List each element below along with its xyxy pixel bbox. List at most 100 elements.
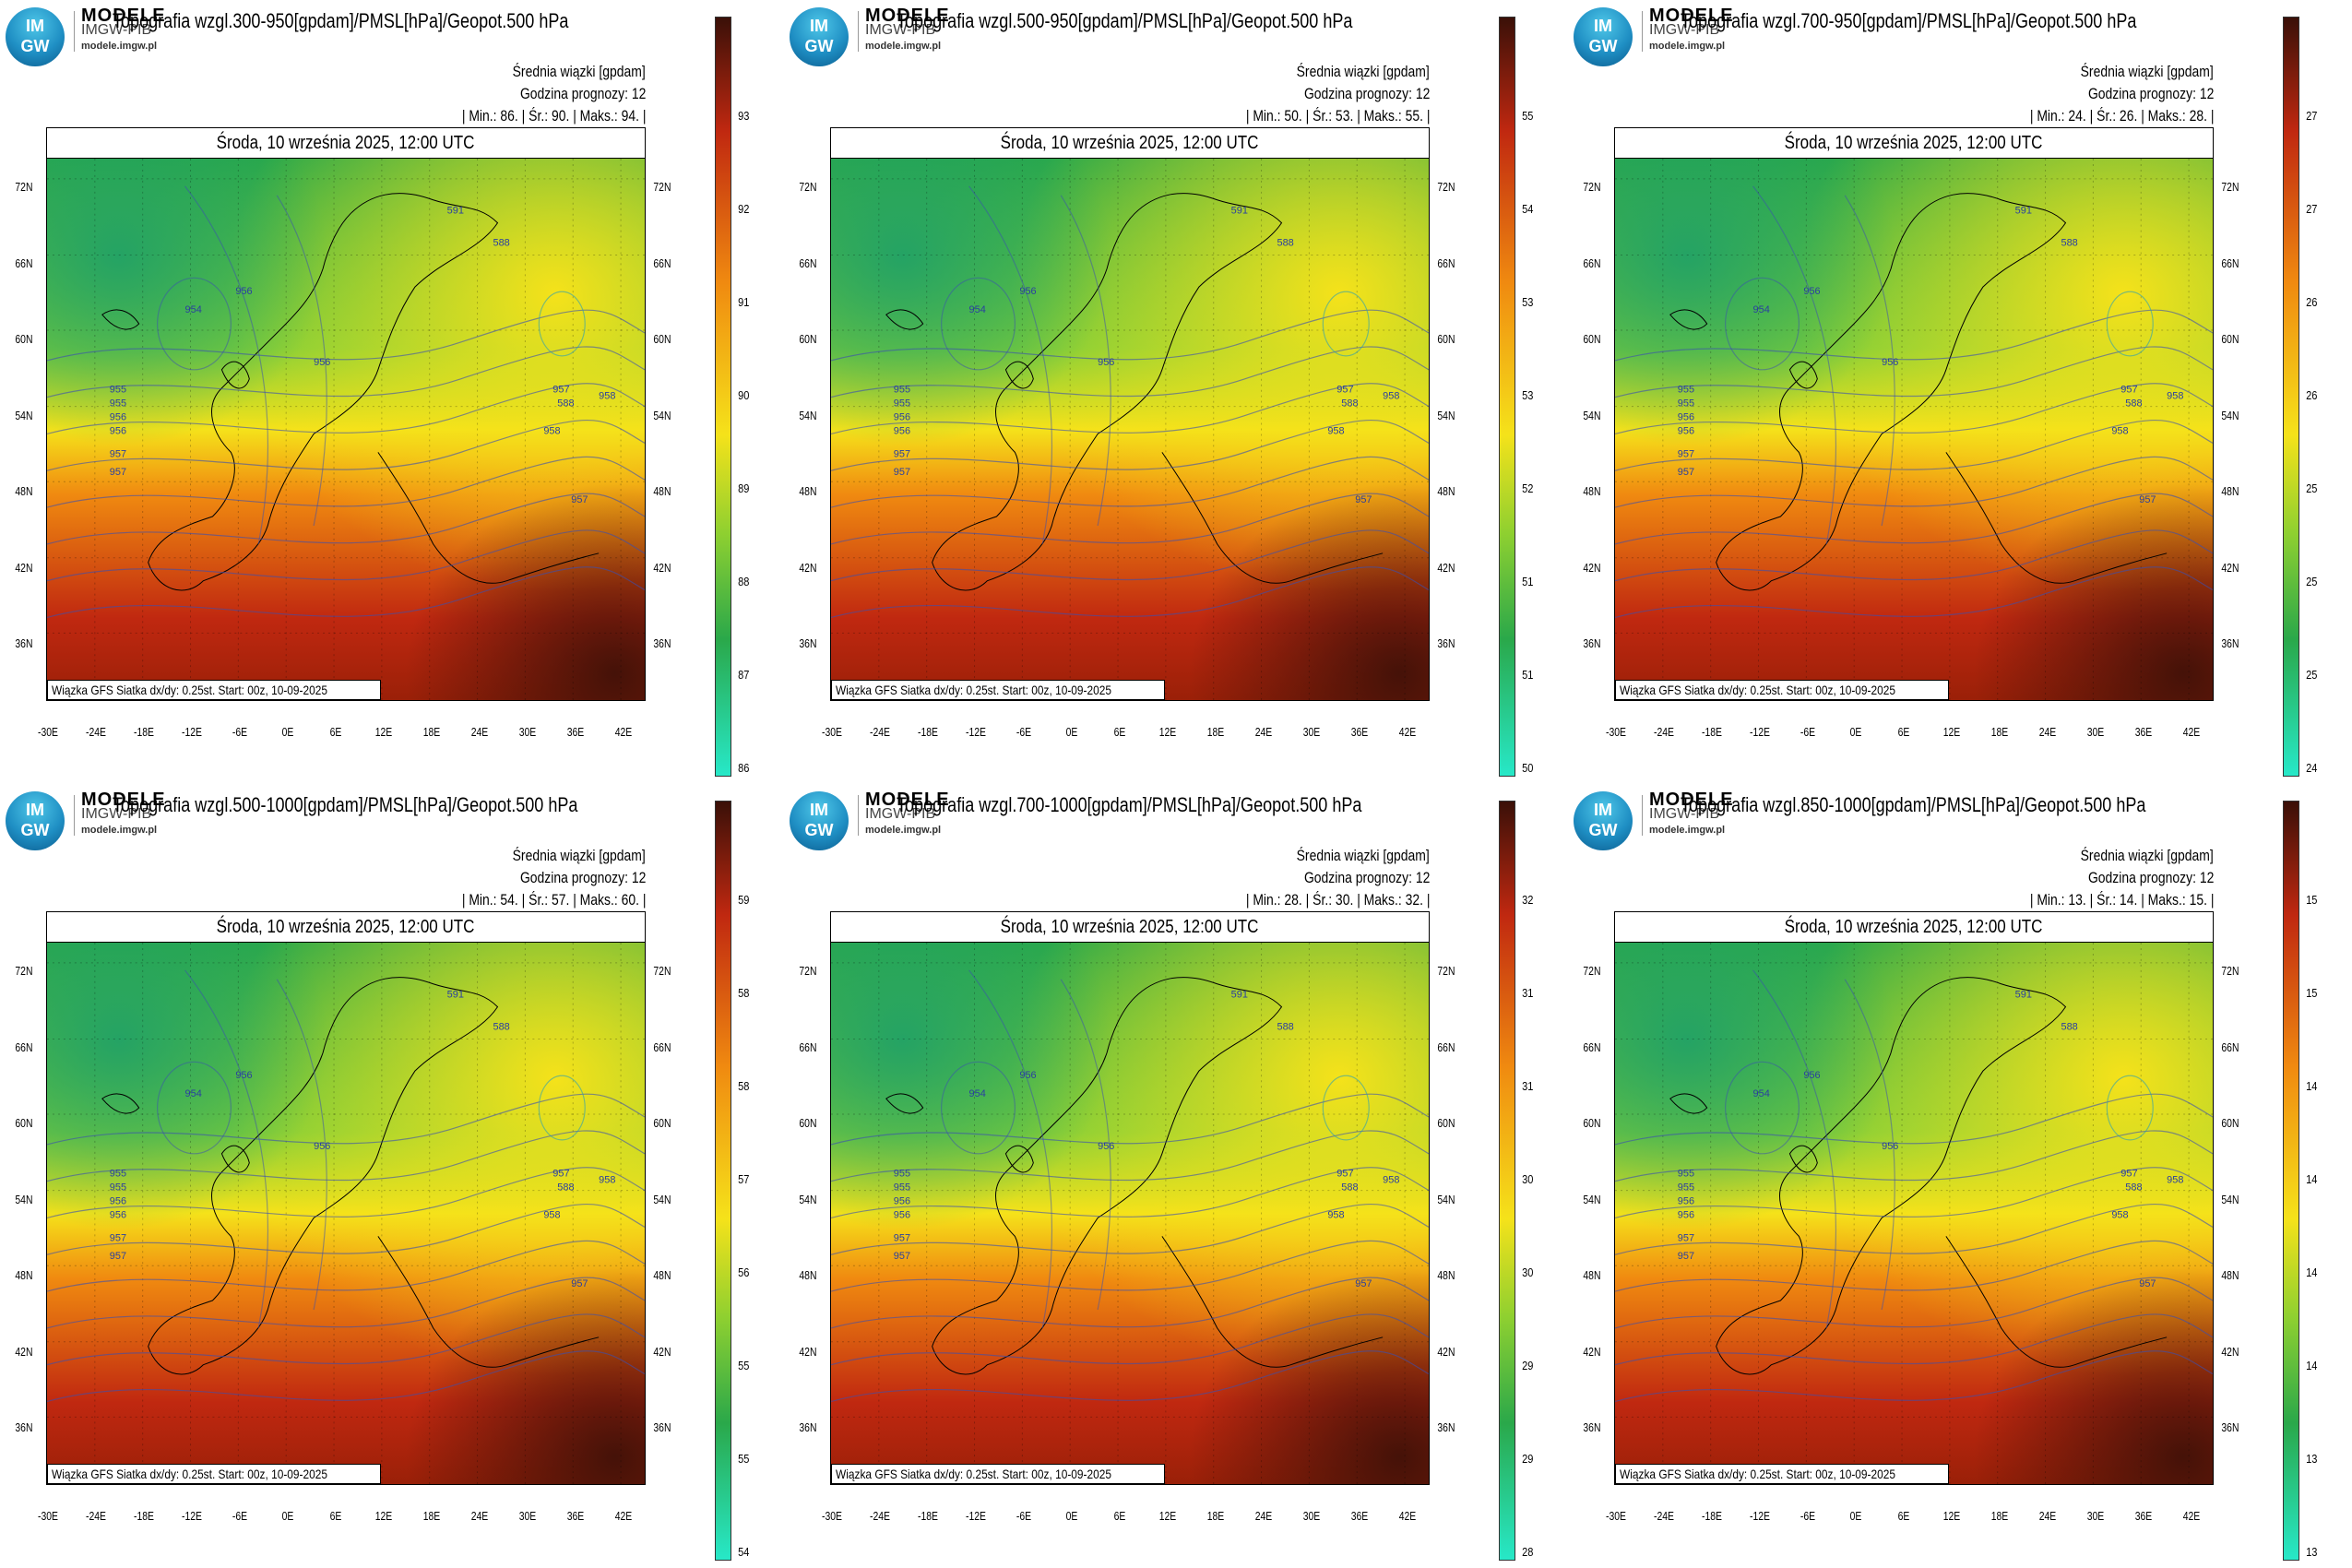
lon-label: 12E [1158,1509,1177,1523]
lon-label: -12E [182,1509,202,1523]
lon-label: 36E [566,1509,585,1523]
contour-label: 957 [110,1251,126,1262]
lat-label-left: 36N [799,1420,817,1434]
lat-label-left: 48N [799,1268,817,1282]
footer-text: Wiązka GFS Siatka dx/dy: 0.25st. Start: … [836,1467,1111,1481]
lon-label: 30E [518,1509,537,1523]
contour-label: 955 [1678,398,1694,410]
contour-label: 955 [894,398,910,410]
colorbar-tick: 13 [2306,1545,2318,1559]
colorbar-tick: 32 [1522,893,1534,907]
brand-url[interactable]: modele.imgw.pl [865,825,942,836]
colorbar-tick: 88 [738,575,750,588]
contour-label: 956 [110,1209,126,1220]
date-line: Środa, 10 września 2025, 12:00 UTC [217,917,475,937]
contour-label: 588 [493,238,510,249]
lat-label-right: 72N [653,180,671,194]
lon-label: 6E [329,725,342,739]
lat-label-right: 60N [2221,332,2239,346]
brand-url[interactable]: modele.imgw.pl [865,41,942,52]
contour-label: 957 [552,385,569,396]
date-line: Środa, 10 września 2025, 12:00 UTC [217,133,475,153]
colorbar-tick: 30 [1522,1265,1534,1279]
brand-url[interactable]: modele.imgw.pl [1649,825,1726,836]
lon-label: -18E [918,1509,938,1523]
brand-name: MODELE [865,790,950,810]
panel-title: Topografia wzgl.500-950[gpdam]/PMSL[hPa]… [897,9,1353,32]
lat-label-right: 66N [1437,1040,1455,1054]
contour-label: 956 [314,357,330,368]
stats-line: | Min.: 54. | Śr.: 57. | Maks.: 60. | [461,891,646,909]
logo-separator [858,795,859,836]
contour-label: 957 [894,1232,910,1243]
contour-label: 956 [110,412,126,423]
lat-label-left: 42N [15,1345,33,1359]
map-panel: IM GW MODELE IMGW-PIB modele.imgw.pl Topograf… [784,784,1568,1568]
colorbar [2283,801,2299,1561]
contour-label: 956 [1803,1070,1820,1081]
lat-label-right: 48N [653,1268,671,1282]
lon-label: 30E [1302,725,1321,739]
contour-label: 957 [1336,1169,1353,1180]
imgw-logo: IM GW [1574,791,1633,850]
lon-label: 0E [281,725,294,739]
logo-text-bottom: GW [804,37,834,55]
contour-label: 591 [2015,990,2032,1001]
lon-label: -18E [134,725,154,739]
logo-text-top: IM [1594,801,1612,819]
imgw-logo: IM GW [790,7,849,66]
contour-label: 957 [1355,1278,1372,1289]
contour-label: 588 [557,398,574,410]
forecast-hour: Godzina prognozy: 12 [2087,85,2214,102]
model-footer: Wiązka GFS Siatka dx/dy: 0.25st. Start: … [831,680,1165,700]
colorbar-tick: 55 [1522,109,1534,123]
forecast-hour: Godzina prognozy: 12 [1303,869,1430,886]
lon-label: 30E [518,725,537,739]
lat-label-right: 42N [2221,561,2239,575]
date-line: Środa, 10 września 2025, 12:00 UTC [1001,133,1259,153]
contour-label: 955 [894,385,910,396]
contour-label: 588 [1277,238,1294,249]
contour-label: 588 [2061,1022,2078,1033]
lon-label: 12E [1942,1509,1961,1523]
lat-label-left: 60N [799,332,817,346]
lon-label: 36E [1350,725,1369,739]
lon-label: 18E [422,725,441,739]
colorbar-tick: 55 [738,1359,750,1372]
contour-label: 955 [110,1182,126,1194]
lon-label: 6E [329,1509,342,1523]
ensemble-mean-label: Średnia wiązki [gpdam] [512,63,646,80]
colorbar-tick: 25 [2306,575,2318,588]
colorbar [2283,17,2299,777]
logo-separator [74,795,75,836]
ensemble-mean-label: Średnia wiązki [gpdam] [2080,847,2214,864]
lat-label-right: 60N [1437,1116,1455,1130]
contour-label: 956 [235,286,252,297]
contour-label: 958 [2167,1175,2183,1186]
colorbar-tick: 55 [738,1452,750,1466]
colorbar-tick: 27 [2306,109,2318,123]
lat-label-right: 60N [653,1116,671,1130]
lon-label: 0E [281,1509,294,1523]
lat-label-left: 42N [799,561,817,575]
lat-label-left: 36N [1583,636,1601,650]
lat-label-left: 72N [1583,964,1601,978]
colorbar-tick: 13 [2306,1452,2318,1466]
lon-label: 42E [2182,1509,2201,1523]
brand-url[interactable]: modele.imgw.pl [81,825,158,836]
map-date-header: Środa, 10 września 2025, 12:00 UTC [47,128,645,159]
contour-label: 957 [110,448,126,459]
lon-label: -30E [1606,1509,1626,1523]
contour-label: 588 [2125,1182,2142,1194]
colorbar-tick: 31 [1522,986,1534,1000]
lon-label: -6E [1800,1509,1816,1523]
colorbar-tick: 14 [2306,1359,2318,1372]
contour-label: 956 [894,1209,910,1220]
contour-label: 956 [110,1196,126,1207]
contour-label: 956 [1678,425,1694,436]
imgw-logo: IM GW [1574,7,1633,66]
logo-separator [858,11,859,52]
logo-text-top: IM [810,17,828,35]
brand-url[interactable]: modele.imgw.pl [81,41,158,52]
brand-url[interactable]: modele.imgw.pl [1649,41,1726,52]
